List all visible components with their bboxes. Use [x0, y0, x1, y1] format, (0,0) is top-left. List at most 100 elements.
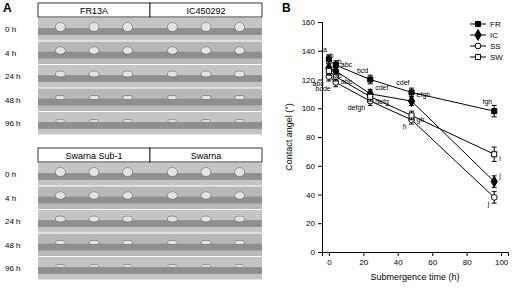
point	[367, 88, 373, 99]
error-bar	[368, 92, 373, 101]
photo	[38, 18, 150, 41]
droplet	[89, 265, 99, 268]
photo	[38, 234, 150, 257]
error-cap	[368, 83, 373, 84]
time-label: 48 h	[5, 96, 21, 105]
tick: 80	[306, 133, 322, 142]
droplet	[55, 23, 65, 32]
error-bar	[368, 75, 373, 84]
leaf	[150, 122, 262, 129]
tick-mark	[318, 137, 322, 138]
droplet	[201, 95, 211, 99]
tick-label: 40	[306, 191, 315, 200]
title-box	[38, 3, 150, 17]
error-bar	[492, 147, 497, 161]
tick: 60	[428, 252, 437, 267]
tick-mark	[467, 252, 468, 256]
tick: 160	[302, 18, 322, 27]
tick-mark	[318, 252, 322, 253]
time-label: 0 h	[5, 170, 16, 179]
error-cap	[492, 116, 497, 117]
axis-line	[318, 23, 323, 253]
photo	[38, 257, 150, 280]
x-axis-title: Submergence time (h)	[370, 272, 459, 282]
tick-mark	[318, 51, 322, 52]
droplet	[201, 265, 211, 268]
significance-letter: abc	[341, 61, 353, 68]
time-label: 0 h	[5, 25, 16, 34]
panel-title: Swarna Sub-1	[65, 151, 122, 161]
droplet	[167, 71, 177, 77]
tick-label: 80	[306, 133, 315, 142]
photo	[150, 210, 262, 233]
significance-letter: j	[498, 172, 501, 180]
legend-item: FR	[470, 20, 501, 29]
tick-mark	[398, 252, 399, 256]
droplet	[235, 240, 245, 244]
tick-label: 60	[428, 258, 437, 267]
point	[491, 194, 497, 200]
error-cap	[333, 86, 338, 87]
tick-label: 0	[311, 248, 316, 257]
photo	[150, 42, 262, 65]
significance-letter: defgh	[348, 104, 366, 112]
error-cap	[492, 147, 497, 148]
legend-marker	[475, 30, 481, 41]
tick-mark	[363, 252, 364, 256]
significance-letter: j	[487, 200, 490, 208]
significance-letter: i	[499, 155, 501, 162]
tick-label: 100	[495, 258, 509, 267]
droplet	[55, 192, 65, 199]
tick-label: 160	[302, 18, 316, 27]
droplet	[55, 71, 65, 77]
tick-mark	[318, 22, 322, 23]
y-axis-title: Contact angel (°)	[284, 103, 294, 171]
legend-item: SS	[470, 42, 501, 51]
droplet	[167, 95, 177, 99]
point	[492, 152, 497, 157]
droplet	[201, 23, 211, 32]
error-bar	[492, 105, 497, 117]
droplet	[55, 240, 65, 244]
droplet	[201, 192, 211, 199]
point	[368, 94, 373, 99]
error-cap	[409, 111, 414, 112]
panel-label: A	[3, 1, 12, 15]
droplet	[235, 168, 245, 177]
tick: 0	[327, 252, 332, 267]
droplet	[123, 168, 133, 177]
legend-item: IC	[470, 30, 498, 41]
droplet	[235, 192, 245, 199]
droplet	[167, 265, 177, 268]
droplet	[167, 47, 177, 54]
tick: 40	[394, 252, 403, 267]
droplet	[201, 168, 211, 177]
significance-letter: gh	[417, 116, 425, 124]
significance-letter: efgh	[417, 91, 431, 99]
error-cap	[409, 88, 414, 89]
droplet	[201, 240, 211, 244]
droplet	[123, 71, 133, 77]
leaf	[38, 122, 150, 129]
leaf	[150, 267, 262, 274]
photo	[38, 42, 150, 65]
point	[408, 96, 414, 107]
droplet	[55, 120, 65, 123]
droplet	[123, 192, 133, 199]
tick-label: 20	[359, 258, 368, 267]
panel-label: B	[282, 1, 291, 15]
time-label: 96 h	[5, 264, 21, 273]
tick: 20	[359, 252, 368, 267]
droplet	[201, 47, 211, 54]
y-axis: 020406080100120140160	[302, 18, 323, 257]
droplet	[167, 216, 177, 222]
droplet	[89, 71, 99, 77]
tick-label: 40	[394, 258, 403, 267]
droplet	[123, 23, 133, 32]
legend-marker	[475, 21, 480, 26]
tick: 100	[302, 104, 322, 113]
significance-letter: h	[403, 123, 407, 130]
time-label: 24 h	[5, 217, 21, 226]
time-label: 4 h	[5, 194, 16, 203]
droplet	[123, 216, 133, 222]
